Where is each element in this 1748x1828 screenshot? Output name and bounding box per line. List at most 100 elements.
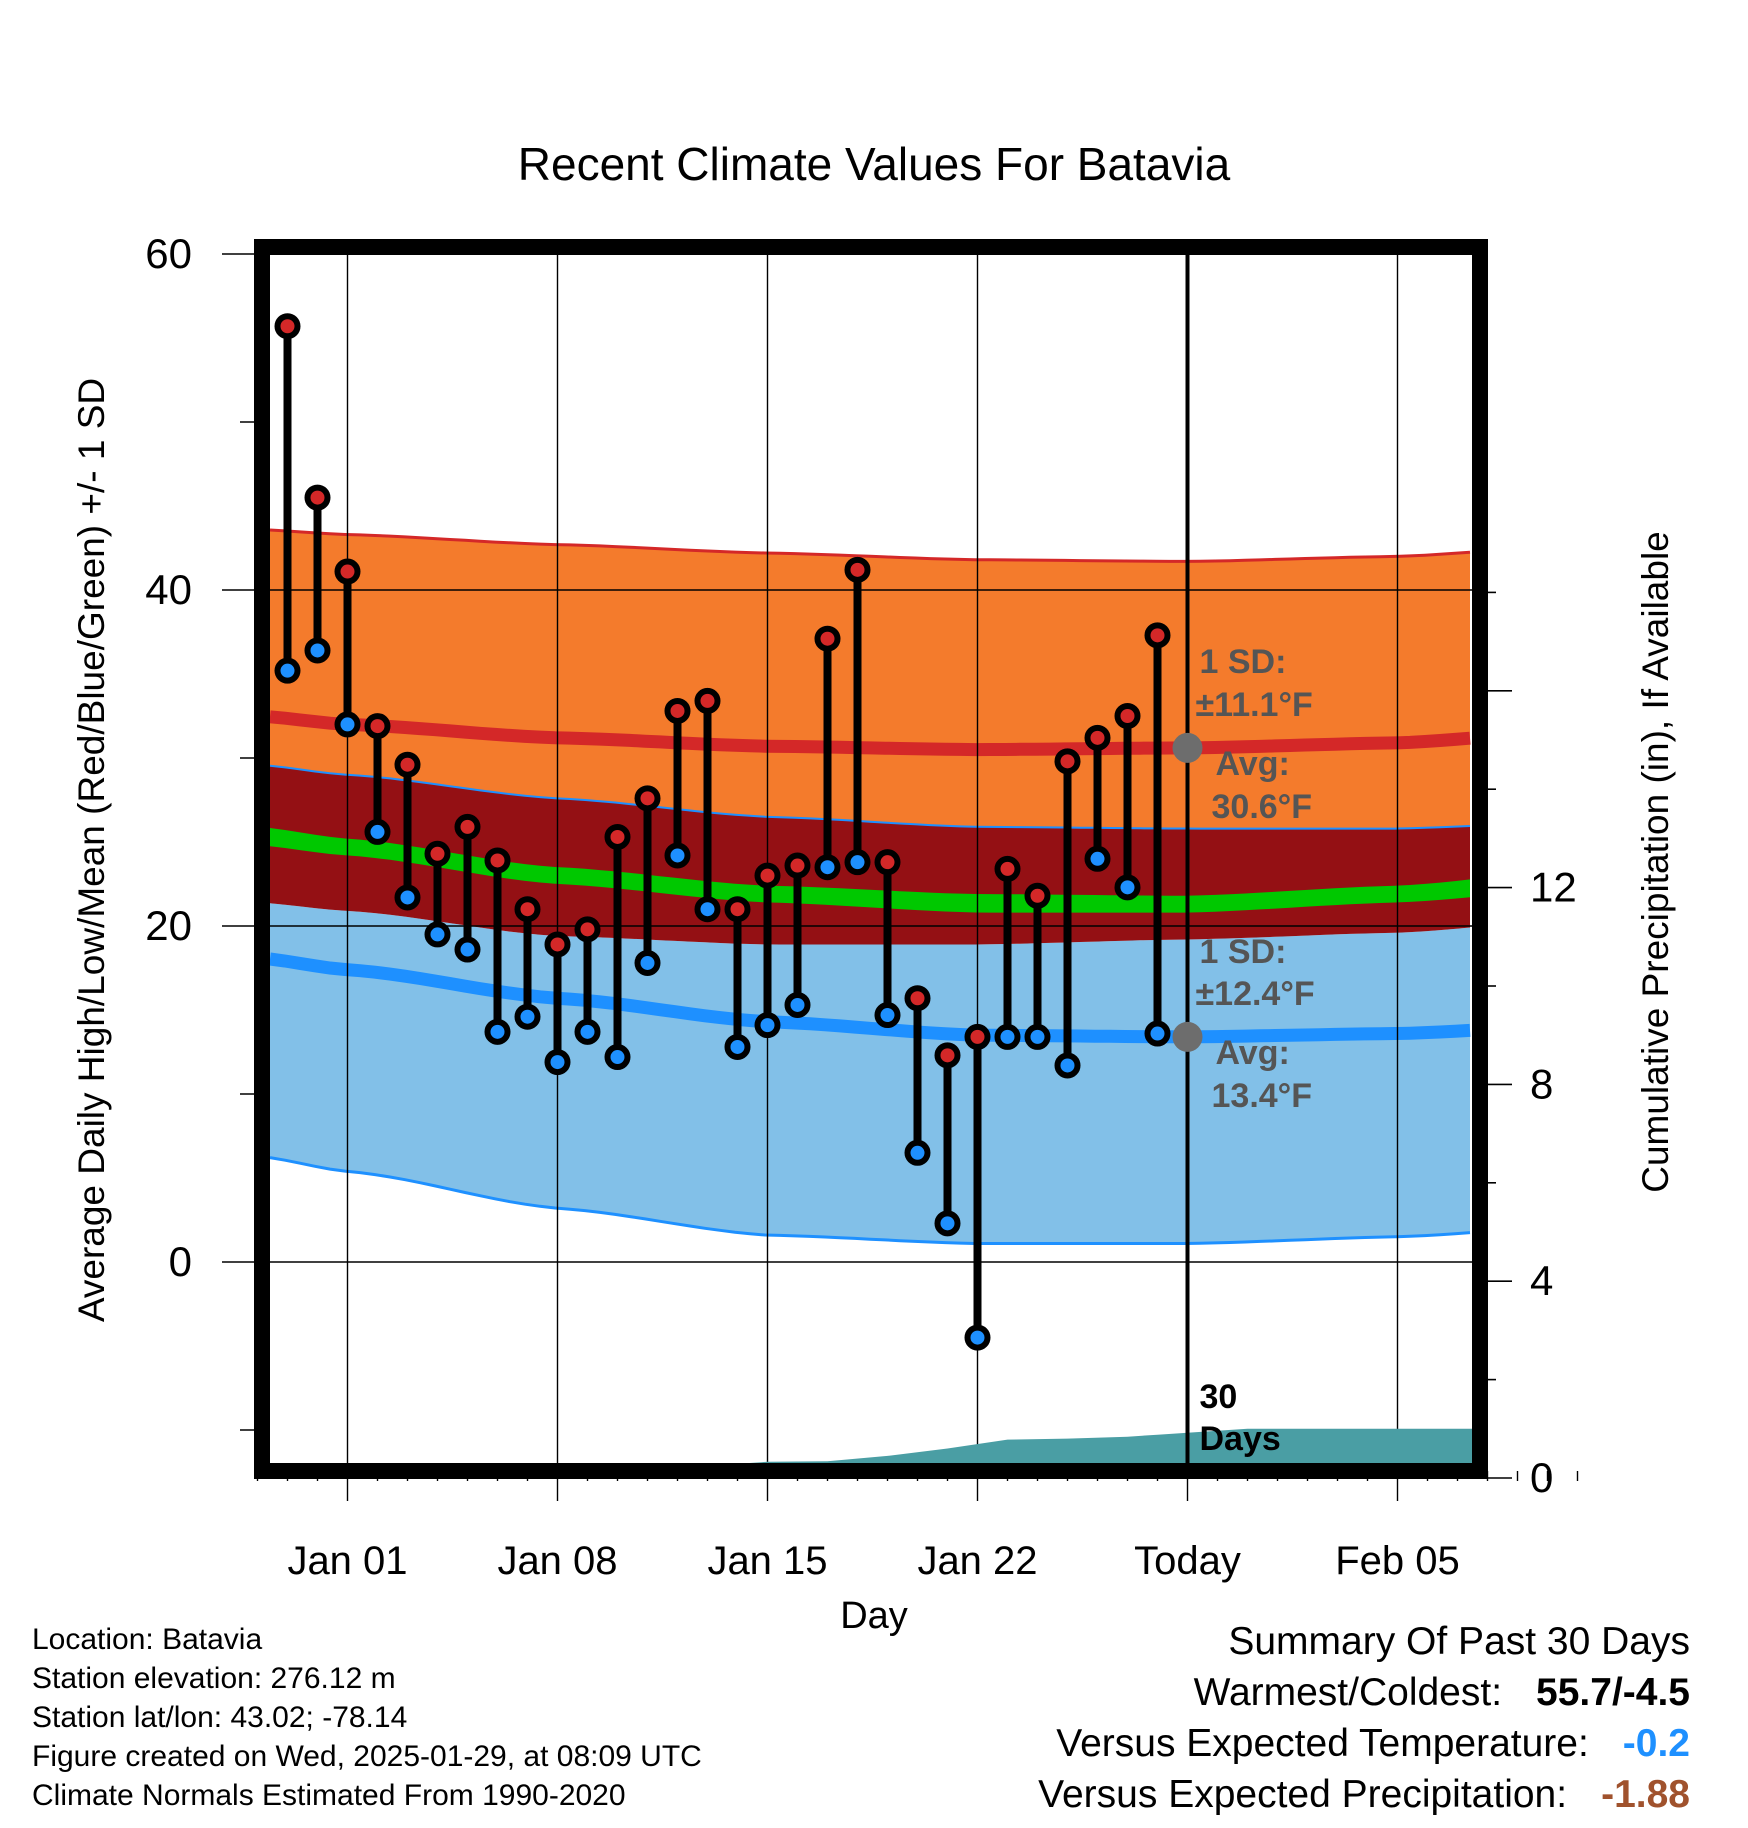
daily-low-point xyxy=(874,1002,901,1029)
daily-high-point xyxy=(844,556,871,583)
high-avg-marker xyxy=(1172,732,1203,763)
x-tick-label: Jan 08 xyxy=(497,1539,617,1583)
y-tick-label: 0 xyxy=(169,1238,192,1285)
station-info: Location: Batavia Station elevation: 276… xyxy=(32,1620,702,1815)
high-upper-line xyxy=(269,528,1471,563)
daily-high-point xyxy=(1054,748,1081,775)
daily-high-point xyxy=(274,313,301,340)
y2-tick-label: 8 xyxy=(1530,1060,1553,1107)
daily-high-point xyxy=(1144,622,1171,649)
daily-low-point xyxy=(1084,845,1111,872)
daily-low-point xyxy=(934,1210,961,1237)
daily-high-point xyxy=(484,847,511,874)
period-annotation: 30 xyxy=(1200,1378,1238,1416)
summary-panel: Summary Of Past 30 Days Warmest/Coldest:… xyxy=(1038,1616,1690,1820)
daily-high-point xyxy=(994,855,1021,882)
plot-frame xyxy=(254,239,1488,1479)
high-sd-annotation: 1 SD: xyxy=(1200,643,1287,681)
summary-title: Summary Of Past 30 Days xyxy=(1228,1620,1690,1663)
high-sd-value-annotation: ±11.1°F xyxy=(1196,686,1313,724)
daily-high-point xyxy=(1084,724,1111,751)
low-avg-value-annotation: 13.4°F xyxy=(1212,1077,1313,1115)
created-text: Figure created on Wed, 2025-01-29, at 08… xyxy=(32,1740,702,1773)
daily-low-point xyxy=(514,1003,541,1030)
daily-low-point xyxy=(604,1044,631,1071)
daily-low-point xyxy=(784,991,811,1018)
daily-high-point xyxy=(694,687,721,714)
location-text: Location: Batavia xyxy=(32,1623,263,1656)
daily-high-point xyxy=(934,1042,961,1069)
y2-tick-label: 12 xyxy=(1530,864,1577,911)
x-tick-label: Feb 05 xyxy=(1335,1539,1460,1583)
daily-low-point xyxy=(694,896,721,923)
y2-tick-label: 0 xyxy=(1530,1454,1553,1501)
daily-low-point xyxy=(754,1012,781,1039)
y-axis-label: Average Daily High/Low/Mean (Red/Blue/Gr… xyxy=(71,378,112,1322)
high-avg-value-annotation: 30.6°F xyxy=(1212,788,1313,826)
daily-low-point xyxy=(664,842,691,869)
daily-low-point xyxy=(1024,1023,1051,1050)
daily-high-point xyxy=(544,931,571,958)
high-avg-annotation: Avg: xyxy=(1216,745,1290,783)
daily-high-point xyxy=(604,823,631,850)
low-avg-annotation: Avg: xyxy=(1216,1034,1290,1072)
daily-high-point xyxy=(754,862,781,889)
daily-low-point xyxy=(1114,874,1141,901)
period-days-annotation: Days xyxy=(1200,1420,1281,1458)
daily-high-point xyxy=(574,916,601,943)
mid-band-top-line xyxy=(269,764,1471,830)
daily-low-point xyxy=(394,884,421,911)
normal-mean-band xyxy=(270,828,1470,913)
daily-high-point xyxy=(514,896,541,923)
daily-low-point xyxy=(544,1049,571,1076)
daily-high-point xyxy=(784,852,811,879)
daily-high-point xyxy=(394,751,421,778)
daily-low-point xyxy=(484,1018,511,1045)
daily-high-point xyxy=(304,484,331,511)
normal-low-line xyxy=(269,952,1471,1044)
precipitation-area xyxy=(539,1428,1480,1471)
y2-axis-label: Cumulative Precipitation (in), If Availa… xyxy=(1635,531,1676,1193)
normal-high-line xyxy=(269,710,1471,757)
temp-value: -0.2 xyxy=(1622,1722,1690,1765)
daily-low-point xyxy=(814,854,841,881)
daily-low-point xyxy=(574,1018,601,1045)
daily-low-point xyxy=(994,1023,1021,1050)
daily-high-point xyxy=(454,813,481,840)
daily-low-point xyxy=(1054,1052,1081,1079)
low-sd-value-annotation: ±12.4°F xyxy=(1196,975,1315,1013)
daily-high-point xyxy=(364,713,391,740)
daily-high-point xyxy=(814,625,841,652)
low-sd-annotation: 1 SD: xyxy=(1200,933,1287,971)
y-tick-label: 20 xyxy=(145,902,192,949)
daily-low-point xyxy=(364,818,391,845)
daily-low-point xyxy=(1144,1020,1171,1047)
precip-value: -1.88 xyxy=(1601,1773,1690,1816)
daily-low-point xyxy=(724,1033,751,1060)
daily-low-point xyxy=(334,711,361,738)
low-sd-band xyxy=(270,903,1470,1244)
daily-high-point xyxy=(1024,882,1051,909)
chart-title: Recent Climate Values For Batavia xyxy=(518,138,1231,190)
low-avg-marker xyxy=(1172,1021,1203,1052)
normals-text: Climate Normals Estimated From 1990-2020 xyxy=(32,1779,626,1812)
summary-temp-row: Versus Expected Temperature: -0.2 xyxy=(1038,1718,1690,1769)
daily-low-point xyxy=(424,921,451,948)
daily-low-point xyxy=(634,949,661,976)
elevation-text: Station elevation: 276.12 m xyxy=(32,1662,396,1695)
x-tick-label: Jan 15 xyxy=(707,1539,827,1583)
daily-high-point xyxy=(664,697,691,724)
y-tick-label: 60 xyxy=(145,230,192,277)
latlon-text: Station lat/lon: 43.02; -78.14 xyxy=(32,1701,408,1734)
plot-area xyxy=(262,247,1480,1471)
daily-low-point xyxy=(454,936,481,963)
high-sd-band xyxy=(270,530,1470,829)
daily-low-point xyxy=(274,657,301,684)
x-tick-label: Today xyxy=(1134,1539,1241,1583)
x-tick-label: Jan 01 xyxy=(287,1539,407,1583)
daily-high-point xyxy=(724,896,751,923)
daily-high-point xyxy=(874,849,901,876)
daily-high-point xyxy=(904,985,931,1012)
daily-high-point xyxy=(1114,703,1141,729)
